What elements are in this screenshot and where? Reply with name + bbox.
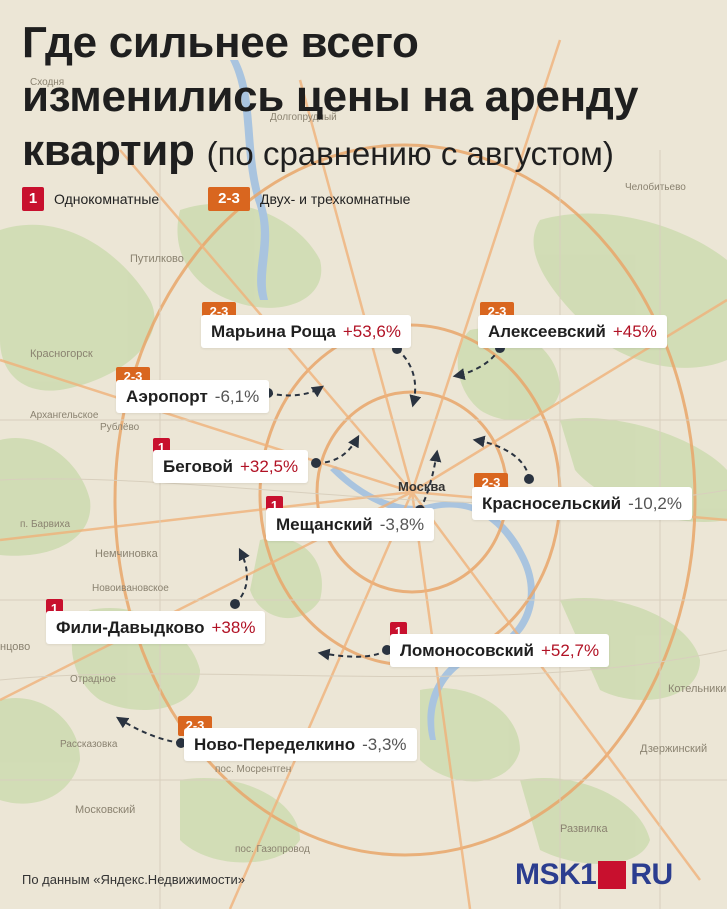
map-label-mosrentgen: пос. Мосрентген — [215, 764, 291, 775]
district-name: Марьина Роща — [211, 322, 336, 341]
map-label-moskovsky: Московский — [75, 804, 135, 816]
legend-one-room: 1 Однокомнатные — [22, 187, 159, 211]
legend-multi-room: 2-3 Двух- и трехкомнатные — [208, 187, 410, 211]
price-change: +52,7% — [540, 641, 600, 660]
source-note: По данным «Яндекс.Недвижимости» — [22, 872, 245, 887]
legend-one-room-label: Однокомнатные — [54, 191, 160, 207]
legend-multi-room-tag: 2-3 — [208, 187, 250, 211]
district-label-krasnoselsky: Красносельский -10,2% — [472, 487, 692, 520]
map-label-krasnogorsk: Красногорск — [30, 348, 93, 360]
district-name: Алексеевский — [488, 322, 606, 341]
district-name: Ново-Переделкино — [194, 735, 356, 754]
district-label-marina-roshcha: Марьина Роща +53,6% — [201, 315, 412, 348]
price-change: +32,5% — [239, 457, 299, 476]
district-label-fili-davydkovo: Фили-Давыдково +38% — [46, 611, 266, 644]
map-label-kotelniki: Котельники — [668, 683, 726, 695]
price-change: +45% — [612, 322, 657, 341]
dot-novoperedelkino — [176, 738, 186, 748]
district-label-novo-peredelkino: Ново-Переделкино -3,3% — [184, 728, 417, 761]
map-label-arkhangelskoe: Архангельское — [30, 410, 99, 421]
map-label-razvilka: Развилка — [560, 823, 608, 835]
dot-begovoy — [311, 458, 321, 468]
logo-brand: MSK1 — [515, 858, 597, 891]
map-label-dzerzhinsky: Дзержинский — [640, 743, 707, 755]
logo-red-square — [598, 861, 627, 889]
title-line-1: Где сильнее всего — [22, 18, 419, 67]
title-bold-word: квартир — [22, 126, 195, 175]
msk1-logo[interactable]: MSK1 RU — [515, 858, 673, 892]
arrow-marina-roshcha — [396, 348, 422, 408]
district-name: Фили-Давыдково — [56, 618, 205, 637]
page-title: Где сильнее всего изменились цены на аре… — [22, 16, 722, 181]
map-label-novoivankovskoe: Новоивановское — [92, 583, 169, 594]
district-name: Аэропорт — [126, 387, 208, 406]
map-place-labels: Сходня Долгопрудный Челобитьево Путилков… — [0, 77, 726, 855]
district-label-aeroport: Аэропорт -6,1% — [116, 380, 270, 413]
district-name: Мещанский — [276, 515, 373, 534]
price-change: -3,8% — [379, 515, 425, 534]
price-change: -6,1% — [214, 387, 260, 406]
legend-multi-room-label: Двух- и трехкомнатные — [260, 191, 411, 207]
dot-krasnoselsky — [524, 474, 534, 484]
map-label-barvikha: п. Барвиха — [20, 519, 70, 530]
arrow-lomonosovsky — [317, 648, 388, 661]
district-label-alekseevsky: Алексеевский +45% — [478, 315, 667, 348]
price-change: -10,2% — [628, 494, 682, 513]
map-label-odintsovo: нцово — [0, 641, 30, 653]
district-name: Красносельский — [482, 494, 622, 513]
price-change: +53,6% — [342, 322, 402, 341]
title-subtitle: (по сравнению с августом) — [206, 135, 614, 172]
title-line-2: изменились цены на аренду — [22, 72, 639, 121]
arrow-krasnoselsky — [472, 435, 530, 480]
map-label-otradnoe: Отрадное — [70, 674, 116, 685]
district-label-lomonosovsky: Ломоносовский +52,7% — [390, 634, 610, 667]
map-label-moscow: Москва — [398, 479, 446, 494]
arrow-aeroport — [267, 385, 324, 398]
green-areas — [0, 203, 727, 864]
map-label-chelobitievo: Челобитьево — [625, 181, 686, 193]
dot-lomonosovsky — [382, 645, 392, 655]
map-label-nemchinovka: Немчиновка — [95, 548, 159, 560]
legend-one-room-tag: 1 — [22, 187, 44, 211]
logo-tld: RU — [630, 858, 673, 891]
map-label-dolgoprudny: Долгопрудный — [270, 112, 337, 123]
title-line-3: квартир (по сравнению с августом) — [22, 124, 722, 181]
arrow-meshchansky — [419, 449, 442, 511]
map-label-rublevo: Рублёво — [100, 421, 140, 433]
map-label-putilkovo: Путилково — [130, 253, 184, 265]
price-change: -3,3% — [362, 735, 407, 754]
district-name: Ломоносовский — [400, 641, 534, 660]
price-change: +38% — [211, 618, 256, 637]
district-name: Беговой — [163, 457, 233, 476]
district-label-begovoy: Беговой +32,5% — [153, 450, 309, 483]
dot-fili — [230, 599, 240, 609]
map-label-skhodnya: Сходня — [30, 77, 64, 88]
map-label-rasskazovka: Рассказовка — [60, 739, 118, 750]
water — [230, 60, 535, 740]
map-label-gazoprovod: пос. Газопровод — [235, 844, 310, 855]
district-label-meshchansky: Мещанский -3,8% — [266, 508, 435, 541]
